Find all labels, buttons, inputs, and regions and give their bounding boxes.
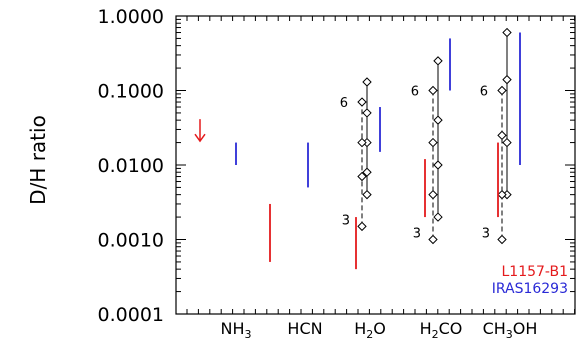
model-label-top: 6 bbox=[480, 85, 488, 100]
model-point-dashed bbox=[497, 130, 507, 141]
model-point-solid bbox=[433, 212, 443, 222]
y-tick-label: 0.0100 bbox=[98, 155, 164, 177]
legend-entry: L1157-B1 bbox=[502, 264, 569, 280]
legend-entry: IRAS16293 bbox=[492, 281, 568, 297]
model-point-dashed bbox=[497, 189, 507, 200]
x-category-label: H2CO bbox=[420, 319, 463, 341]
model-point-dashed bbox=[428, 189, 438, 200]
model-point-solid bbox=[433, 160, 443, 170]
y-tick-label: 1.0000 bbox=[98, 6, 164, 28]
model-point-solid bbox=[433, 56, 443, 66]
x-category-label: H2O bbox=[354, 319, 386, 341]
y-tick-label: 0.0010 bbox=[98, 230, 164, 252]
model-point-solid bbox=[502, 27, 512, 38]
y-tick-label: 0.0001 bbox=[98, 304, 164, 326]
upper-limit-arrowhead bbox=[194, 133, 206, 143]
y-tick-label: 0.1000 bbox=[98, 81, 164, 103]
model-point-dashed bbox=[357, 97, 367, 107]
x-category-label: CH3OH bbox=[483, 319, 538, 341]
model-point-dashed bbox=[428, 234, 438, 245]
model-label-top: 6 bbox=[411, 85, 419, 100]
model-point-solid bbox=[362, 189, 372, 200]
x-category-label: HCN bbox=[287, 319, 322, 338]
model-point-dashed bbox=[428, 85, 438, 96]
model-point-solid bbox=[502, 74, 512, 85]
model-point-dashed bbox=[497, 85, 507, 96]
model-point-solid bbox=[362, 167, 372, 177]
model-point-solid bbox=[433, 115, 443, 125]
model-label-bottom: 3 bbox=[413, 227, 421, 242]
model-point-dashed bbox=[357, 171, 367, 182]
model-point-dashed bbox=[497, 234, 507, 245]
model-label-bottom: 3 bbox=[482, 227, 490, 242]
y-axis-label: D/H ratio bbox=[26, 115, 50, 205]
x-category-label: NH3 bbox=[221, 319, 252, 341]
model-label-bottom: 3 bbox=[342, 213, 350, 228]
model-point-dashed bbox=[357, 221, 367, 232]
model-point-solid bbox=[362, 77, 372, 87]
model-point-solid bbox=[362, 108, 372, 118]
model-point-dashed bbox=[428, 137, 438, 148]
model-label-top: 6 bbox=[340, 96, 348, 111]
model-point-dashed bbox=[357, 137, 367, 148]
model-point-solid bbox=[502, 137, 512, 148]
